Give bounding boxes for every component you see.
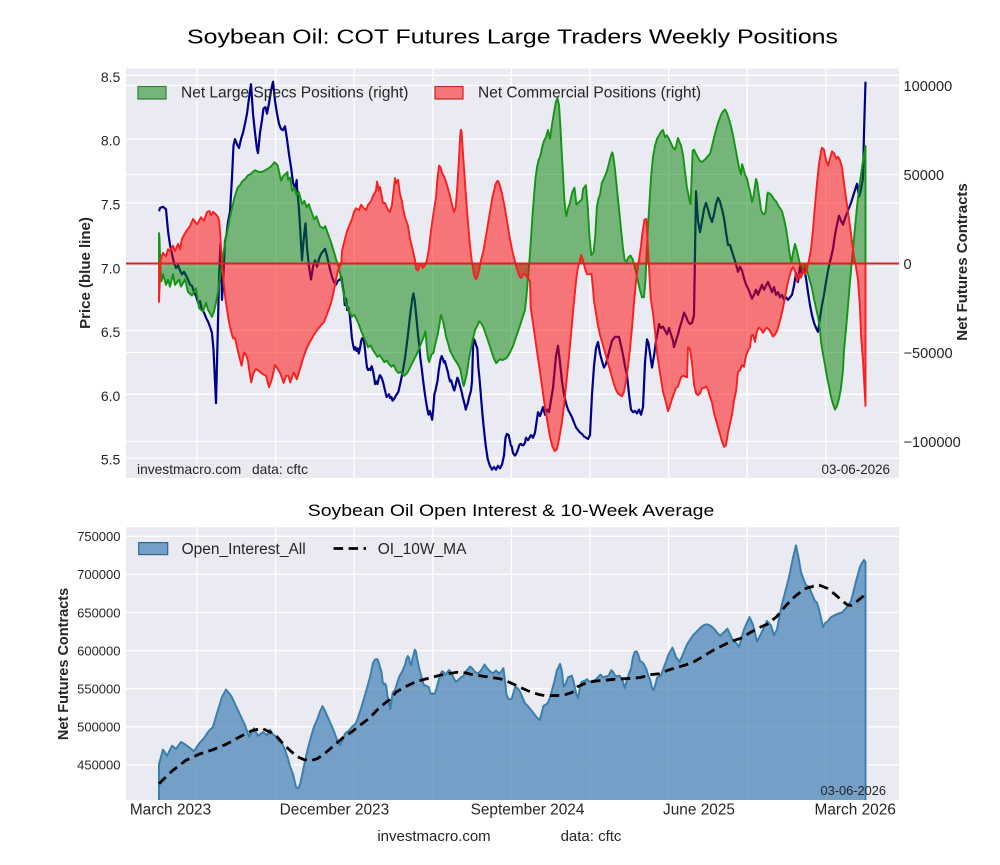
svg-text:−100000: −100000 — [904, 435, 961, 451]
svg-text:investmacro.com: investmacro.com — [137, 462, 241, 477]
svg-text:600000: 600000 — [77, 643, 120, 658]
svg-text:500000: 500000 — [77, 720, 120, 735]
svg-text:03-06-2026: 03-06-2026 — [822, 462, 891, 477]
svg-text:700000: 700000 — [77, 567, 120, 582]
svg-text:8.5: 8.5 — [101, 69, 121, 85]
svg-text:March 2026: March 2026 — [815, 802, 896, 819]
svg-text:March 2023: March 2023 — [130, 802, 211, 819]
svg-text:6.5: 6.5 — [101, 324, 121, 340]
svg-text:Price (blue line): Price (blue line) — [77, 217, 94, 329]
svg-text:100000: 100000 — [904, 79, 953, 95]
svg-text:data: cftc: data: cftc — [252, 462, 308, 477]
svg-text:50000: 50000 — [904, 168, 945, 184]
svg-text:September 2024: September 2024 — [471, 802, 585, 819]
svg-text:7.0: 7.0 — [101, 260, 121, 276]
svg-text:650000: 650000 — [77, 605, 120, 620]
svg-text:450000: 450000 — [77, 758, 120, 773]
svg-text:OI_10W_MA: OI_10W_MA — [378, 541, 467, 558]
svg-text:750000: 750000 — [77, 529, 120, 544]
svg-text:Open_Interest_All: Open_Interest_All — [182, 541, 306, 558]
svg-text:June 2025: June 2025 — [663, 802, 735, 819]
svg-text:Net Futures Contracts: Net Futures Contracts — [56, 588, 72, 740]
svg-text:Soybean Oil: COT Futures Large: Soybean Oil: COT Futures Large Traders W… — [187, 26, 838, 49]
svg-text:7.5: 7.5 — [101, 197, 121, 213]
svg-text:investmacro.com: investmacro.com — [377, 828, 490, 845]
svg-text:Net Large Specs Positions (rig: Net Large Specs Positions (right) — [181, 85, 408, 102]
svg-text:Net Commercial Positions (righ: Net Commercial Positions (right) — [478, 85, 701, 102]
svg-text:data: cftc: data: cftc — [561, 828, 622, 845]
svg-text:6.0: 6.0 — [101, 388, 121, 404]
svg-text:03-06-2026: 03-06-2026 — [821, 783, 886, 798]
svg-text:December 2023: December 2023 — [280, 802, 390, 819]
svg-text:Net Futures Contracts: Net Futures Contracts — [954, 183, 971, 341]
svg-text:5.5: 5.5 — [101, 452, 121, 468]
svg-text:550000: 550000 — [77, 682, 120, 697]
svg-text:−50000: −50000 — [904, 346, 953, 362]
svg-text:Soybean Oil Open Interest & 10: Soybean Oil Open Interest & 10-Week Aver… — [308, 502, 715, 520]
svg-text:8.0: 8.0 — [101, 133, 121, 149]
svg-text:0: 0 — [904, 257, 912, 273]
